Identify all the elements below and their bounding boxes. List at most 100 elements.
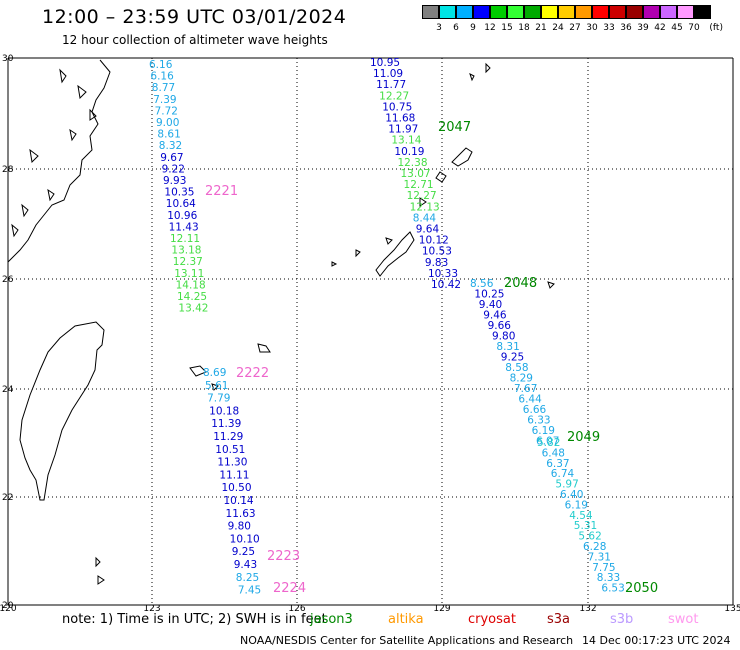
wave-height-value: 9.64 bbox=[416, 224, 440, 236]
satellite-label-jason3: jason3 bbox=[310, 612, 353, 627]
wave-height-value: 9.80 bbox=[492, 331, 515, 343]
pass-number-label: 2221 bbox=[205, 184, 238, 199]
wave-height-value: 10.51 bbox=[215, 444, 245, 456]
pass-number-label: 2050 bbox=[625, 581, 658, 596]
wave-height-value: 13.11 bbox=[174, 268, 204, 280]
footer-timestamp: 14 Dec 00:17:23 UTC 2024 bbox=[582, 634, 731, 647]
lat-tick-label: 24 bbox=[2, 385, 14, 395]
legend-swatch bbox=[490, 5, 507, 19]
lon-tick-label: 129 bbox=[433, 604, 450, 614]
legend-swatch bbox=[626, 5, 643, 19]
wave-height-value: 6.48 bbox=[542, 447, 565, 459]
wave-height-value: 9.22 bbox=[162, 163, 185, 175]
legend-label: 9 bbox=[470, 23, 476, 33]
wave-height-value: 6.40 bbox=[560, 489, 583, 501]
okinawa-outline bbox=[375, 231, 415, 277]
wave-height-value: 10.53 bbox=[422, 246, 452, 258]
wave-height-value: 12.71 bbox=[404, 179, 434, 191]
wave-height-value: 6.07 bbox=[536, 436, 559, 448]
wave-height-value: 8.77 bbox=[152, 82, 175, 94]
lon-tick-label: 123 bbox=[143, 604, 160, 614]
legend-swatch bbox=[558, 5, 575, 19]
wave-height-value: 7.75 bbox=[592, 562, 615, 574]
wave-height-value: 9.67 bbox=[160, 152, 183, 164]
pass-number-label: 2222 bbox=[236, 366, 269, 381]
taiwan-outline bbox=[19, 321, 105, 501]
pass-number-label: 2048 bbox=[504, 276, 537, 291]
lat-tick-label: 26 bbox=[2, 275, 14, 285]
legend-swatch bbox=[507, 5, 524, 19]
wave-height-value: 11.30 bbox=[217, 457, 247, 469]
wave-height-value: 10.10 bbox=[230, 533, 260, 545]
legend-label: 30 bbox=[586, 23, 598, 33]
wave-height-value: 7.79 bbox=[207, 393, 230, 405]
wave-height-value: 6.28 bbox=[583, 541, 606, 553]
wave-height-value: 9.83 bbox=[425, 257, 448, 269]
wave-height-value: 6.19 bbox=[532, 425, 555, 437]
legend-swatch bbox=[694, 5, 711, 19]
wave-height-value: 10.35 bbox=[164, 187, 194, 199]
wave-height-value: 12.37 bbox=[173, 256, 203, 268]
lat-tick-label: 28 bbox=[2, 165, 14, 175]
legend-label: 42 bbox=[654, 23, 666, 33]
wave-height-value: 7.72 bbox=[155, 105, 178, 117]
wave-height-value: 5.31 bbox=[574, 520, 597, 532]
lon-tick-label: 135 bbox=[724, 604, 740, 614]
wave-height-value: 10.64 bbox=[166, 198, 196, 210]
legend-label: 24 bbox=[552, 23, 564, 33]
page-subtitle: 12 hour collection of altimeter wave hei… bbox=[62, 33, 328, 47]
legend-swatch bbox=[660, 5, 677, 19]
coastlines bbox=[7, 59, 555, 585]
legend-label: 33 bbox=[603, 23, 615, 33]
wave-height-value: 10.18 bbox=[209, 405, 239, 417]
wave-height-value: 5.62 bbox=[578, 531, 601, 543]
wave-height-value: 6.44 bbox=[518, 394, 542, 406]
wave-height-value: 11.97 bbox=[388, 124, 418, 136]
legend-label: 12 bbox=[484, 23, 496, 33]
wave-height-value: 14.25 bbox=[177, 291, 207, 303]
wave-height-value: 5.82 bbox=[537, 437, 560, 449]
wave-height-value: 6.66 bbox=[523, 404, 547, 416]
wave-height-value: 10.95 bbox=[370, 57, 400, 69]
wave-height-value: 9.40 bbox=[479, 299, 502, 311]
wave-height-value: 11.11 bbox=[219, 469, 249, 481]
wave-height-value: 10.33 bbox=[428, 268, 458, 280]
amami-outline bbox=[451, 147, 473, 167]
legend-label: 15 bbox=[501, 23, 513, 33]
wave-height-value: 12.13 bbox=[410, 201, 440, 213]
wave-height-value: 6.33 bbox=[527, 415, 550, 427]
wave-height-value: 7.45 bbox=[238, 585, 261, 597]
wave-height-value: 8.29 bbox=[510, 373, 533, 385]
wave-height-value: 11.68 bbox=[385, 113, 415, 125]
legend-swatch bbox=[439, 5, 456, 19]
wave-height-value: 13.14 bbox=[391, 135, 421, 147]
legend-swatch bbox=[456, 5, 473, 19]
wave-height-value: 8.32 bbox=[159, 140, 182, 152]
wave-height-value: 10.14 bbox=[224, 495, 254, 507]
legend-unit: (ft) bbox=[709, 23, 723, 33]
wave-height-value: 11.43 bbox=[169, 221, 199, 233]
lat-tick-label: 30 bbox=[2, 54, 14, 64]
wave-height-value: 9.80 bbox=[228, 521, 251, 533]
wave-height-value: 8.44 bbox=[413, 212, 437, 224]
page-title: 12:00 – 23:59 UTC 03/01/2024 bbox=[42, 6, 347, 28]
wave-height-value: 9.93 bbox=[163, 175, 186, 187]
legend-swatch bbox=[473, 5, 490, 19]
wave-height-value: 11.09 bbox=[373, 68, 403, 80]
wave-height-value: 8.69 bbox=[203, 367, 226, 379]
legend-label: 21 bbox=[535, 23, 547, 33]
pass-number-label: 2223 bbox=[267, 549, 300, 564]
wave-height-value: 13.18 bbox=[171, 245, 201, 257]
wave-height-value: 9.25 bbox=[232, 546, 255, 558]
wave-height-value: 10.42 bbox=[431, 279, 461, 291]
wave-height-value: 13.42 bbox=[178, 303, 208, 315]
wave-height-value: 11.63 bbox=[226, 508, 256, 520]
altimeter-tracks: 6.166.168.777.397.729.008.618.329.679.22… bbox=[149, 57, 658, 597]
wave-height-value: 7.31 bbox=[588, 551, 611, 563]
satellite-label-swot: swot bbox=[668, 612, 699, 627]
satellite-label-altika: altika bbox=[388, 612, 424, 627]
wave-height-value: 6.16 bbox=[149, 59, 173, 71]
wave-height-value: 12.27 bbox=[407, 190, 437, 202]
wave-height-value: 7.67 bbox=[514, 383, 537, 395]
